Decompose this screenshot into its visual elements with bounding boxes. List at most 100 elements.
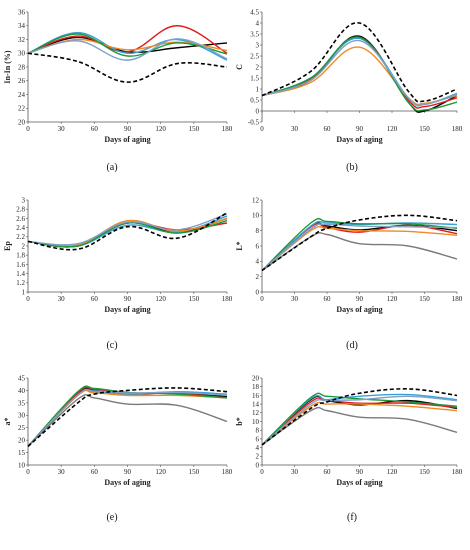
y-tick-label: 26 bbox=[18, 77, 26, 85]
panel-caption: (f) bbox=[347, 512, 357, 523]
x-axis-title: Days of aging bbox=[104, 305, 150, 314]
x-tick-label: 0 bbox=[260, 295, 264, 303]
series-line-2 bbox=[261, 397, 458, 446]
x-tick-label: 0 bbox=[260, 125, 264, 133]
x-tick-label: 0 bbox=[26, 125, 30, 133]
x-tick-label: 30 bbox=[291, 125, 299, 133]
series-line-5 bbox=[27, 385, 228, 447]
x-axis-title: Days of aging bbox=[336, 305, 382, 314]
y-tick-label: 20 bbox=[252, 374, 260, 382]
y-axis-title: b* bbox=[235, 417, 244, 425]
y-tick-label: 1.2 bbox=[16, 279, 25, 287]
x-tick-label: 120 bbox=[155, 125, 166, 133]
y-tick-label: 18 bbox=[252, 383, 260, 391]
x-tick-label: 150 bbox=[189, 125, 200, 133]
y-tick-label: 4 bbox=[256, 258, 260, 266]
x-tick-label: 90 bbox=[124, 125, 132, 133]
series-line-8 bbox=[261, 214, 458, 272]
chart-panel-2: -0.500.511.522.533.544.50 30 60 90 120 150 180… bbox=[235, 8, 463, 173]
chart-panel-1: 20 22 24 26 28 30 32 34 36 0 30 60 90 120 150 180 Days o… bbox=[3, 8, 233, 173]
y-axis-title: In-In (%) bbox=[3, 50, 12, 83]
y-tick-label: 20 bbox=[18, 118, 26, 126]
x-tick-label: 30 bbox=[58, 125, 66, 133]
y-tick-label: 1.8 bbox=[16, 252, 25, 260]
x-tick-label: 0 bbox=[26, 468, 30, 476]
x-axis-title: Days of aging bbox=[336, 135, 382, 144]
y-tick-label: 36 bbox=[18, 8, 26, 16]
y-tick-label: 6 bbox=[256, 435, 260, 443]
x-tick-label: 90 bbox=[356, 468, 364, 476]
x-tick-label: 60 bbox=[91, 125, 99, 133]
x-tick-label: 120 bbox=[387, 295, 398, 303]
series-line-7 bbox=[261, 232, 458, 272]
y-tick-label: 16 bbox=[252, 392, 260, 400]
y-tick-label: 40 bbox=[18, 387, 26, 395]
x-tick-label: 30 bbox=[291, 468, 299, 476]
y-tick-label: 3 bbox=[256, 41, 260, 49]
x-tick-label: 150 bbox=[189, 468, 200, 476]
x-tick-label: 60 bbox=[324, 468, 332, 476]
x-tick-label: 30 bbox=[58, 295, 66, 303]
y-tick-label: 0 bbox=[256, 461, 260, 469]
y-tick-label: 25 bbox=[18, 424, 26, 432]
series-line-6 bbox=[261, 223, 458, 272]
y-tick-label: 12 bbox=[252, 196, 260, 204]
y-tick-label: 30 bbox=[18, 412, 26, 420]
x-tick-label: 0 bbox=[26, 295, 30, 303]
panel-caption: (e) bbox=[106, 512, 117, 523]
y-tick-label: 15 bbox=[18, 449, 26, 457]
x-tick-label: 60 bbox=[324, 125, 332, 133]
y-tick-label: 8 bbox=[256, 227, 260, 235]
x-tick-label: 180 bbox=[452, 468, 463, 476]
y-tick-label: 4.5 bbox=[250, 8, 259, 16]
x-tick-label: 90 bbox=[356, 295, 364, 303]
series-line-4 bbox=[261, 225, 458, 272]
panel-caption: (a) bbox=[106, 162, 117, 173]
series-line-5 bbox=[261, 217, 458, 272]
y-tick-label: 24 bbox=[18, 91, 26, 99]
y-tick-label: 2.8 bbox=[16, 206, 25, 214]
y-tick-label: 10 bbox=[252, 418, 260, 426]
series-line-7 bbox=[261, 22, 458, 103]
series-line-7 bbox=[27, 52, 228, 83]
y-axis-title: L* bbox=[235, 241, 244, 250]
y-tick-label: 6 bbox=[256, 242, 260, 250]
y-tick-label: 22 bbox=[18, 105, 26, 113]
series-line-4 bbox=[261, 46, 458, 106]
series-line-4 bbox=[261, 401, 458, 446]
y-tick-label: 20 bbox=[18, 437, 26, 445]
x-tick-label: 90 bbox=[124, 468, 132, 476]
x-tick-label: 180 bbox=[222, 468, 233, 476]
y-tick-label: 2 bbox=[256, 273, 260, 281]
y-tick-label: 2 bbox=[256, 63, 260, 71]
series-line-5 bbox=[261, 392, 458, 446]
y-tick-label: 12 bbox=[252, 409, 260, 417]
y-tick-label: 1.4 bbox=[16, 270, 25, 278]
series-line-4 bbox=[27, 389, 228, 447]
y-tick-label: 3 bbox=[22, 196, 26, 204]
x-tick-label: 120 bbox=[387, 125, 398, 133]
y-tick-label: 2.2 bbox=[16, 233, 25, 241]
series-line-6 bbox=[261, 39, 458, 107]
y-tick-label: 4 bbox=[256, 444, 260, 452]
y-tick-label: 0 bbox=[256, 107, 260, 115]
x-tick-label: 30 bbox=[291, 295, 299, 303]
y-tick-label: 0 bbox=[256, 288, 260, 296]
series-line-2 bbox=[27, 386, 228, 447]
y-tick-label: 1.5 bbox=[250, 74, 259, 82]
y-axis-title: a* bbox=[3, 418, 12, 426]
y-tick-label: 32 bbox=[18, 36, 26, 44]
y-tick-label: 35 bbox=[18, 399, 26, 407]
series-line-3 bbox=[261, 37, 458, 107]
x-tick-label: 60 bbox=[91, 295, 99, 303]
y-tick-label: 30 bbox=[18, 50, 26, 58]
x-tick-label: 180 bbox=[222, 295, 233, 303]
series-line-3 bbox=[261, 220, 458, 272]
series-line-8 bbox=[261, 388, 458, 446]
series-line-7 bbox=[27, 393, 228, 447]
x-tick-label: 120 bbox=[155, 468, 166, 476]
y-tick-label: 1 bbox=[22, 288, 26, 296]
y-tick-label: 8 bbox=[256, 427, 260, 435]
